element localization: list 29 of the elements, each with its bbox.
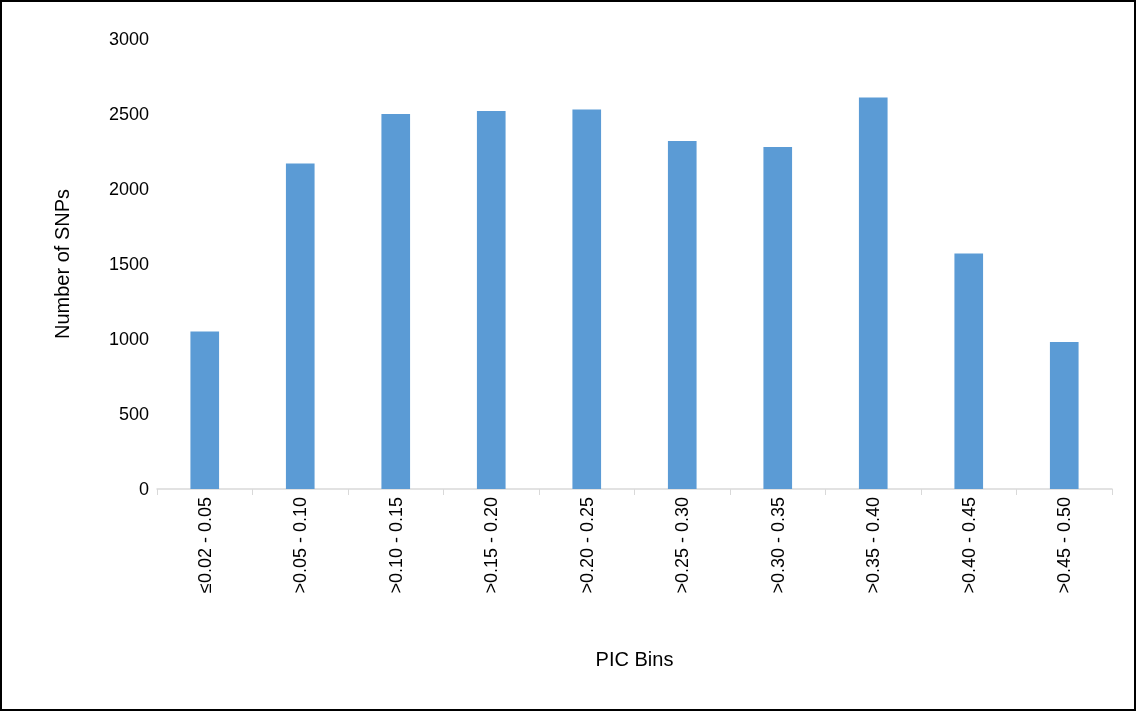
x-axis-title: PIC Bins xyxy=(595,648,674,670)
y-tick-label: 2000 xyxy=(108,179,149,199)
x-tick-label: >0.30 - 0.35 xyxy=(767,497,788,594)
x-tick-label: >0.45 - 0.50 xyxy=(1054,497,1075,594)
y-tick-label: 0 xyxy=(138,479,149,499)
bar xyxy=(190,331,220,489)
x-tick-label: >0.15 - 0.20 xyxy=(481,497,502,594)
bar xyxy=(954,253,984,489)
y-tick-label: 1500 xyxy=(108,254,149,274)
x-tick-label: >0.35 - 0.40 xyxy=(863,497,884,594)
y-tick-label: 1000 xyxy=(108,329,149,349)
bar xyxy=(285,163,315,489)
bar xyxy=(667,141,697,489)
bar xyxy=(381,114,411,489)
x-tick-label: ≤0.02 - 0.05 xyxy=(194,497,215,593)
bar xyxy=(1049,342,1079,489)
x-tick-label: >0.40 - 0.45 xyxy=(958,497,979,594)
y-tick-label: 2500 xyxy=(108,104,149,124)
bar xyxy=(763,147,793,489)
x-tick-label: >0.10 - 0.15 xyxy=(385,497,406,594)
x-tick-label: >0.05 - 0.10 xyxy=(290,497,311,594)
bar xyxy=(858,97,888,489)
bar xyxy=(572,109,602,489)
y-tick-label: 500 xyxy=(118,404,149,424)
y-axis-title: Number of SNPs xyxy=(51,188,73,340)
x-tick-label: >0.20 - 0.25 xyxy=(576,497,597,594)
bar xyxy=(476,111,506,489)
x-tick-label: >0.25 - 0.30 xyxy=(672,497,693,594)
y-tick-label: 3000 xyxy=(108,29,149,49)
